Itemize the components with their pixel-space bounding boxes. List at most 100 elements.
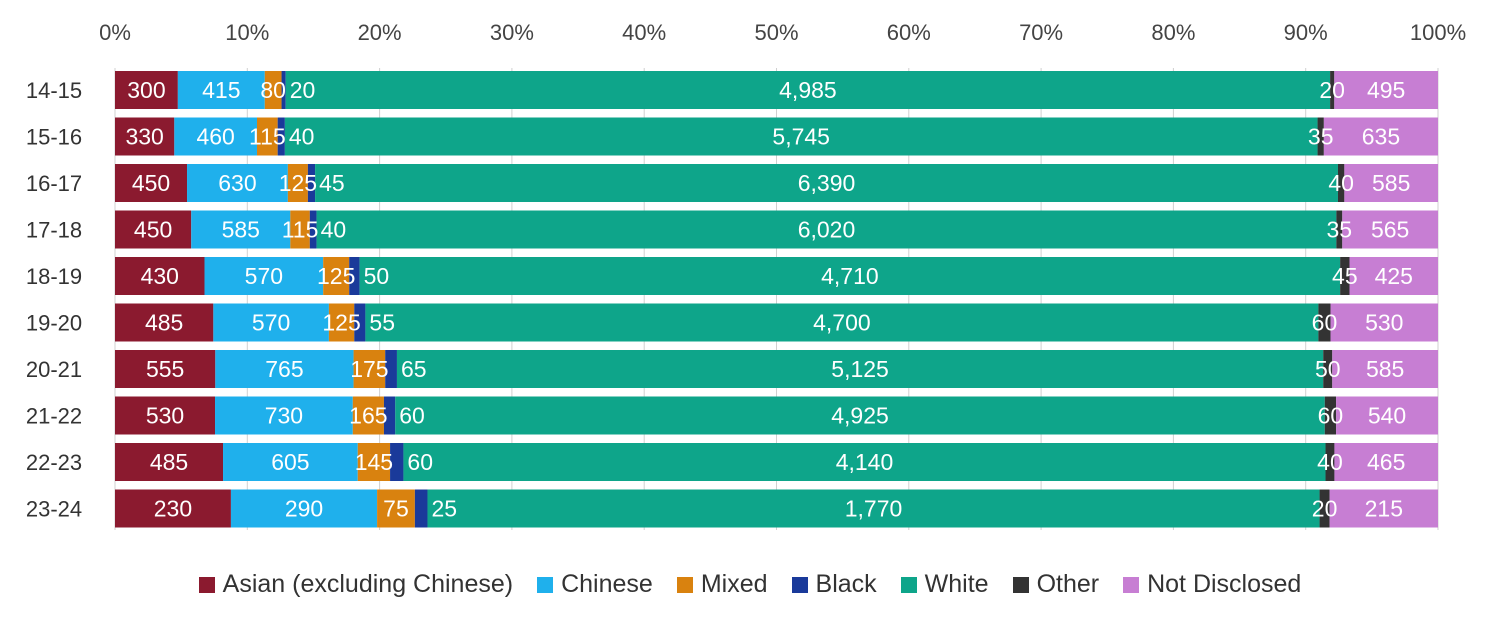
- bar-segment: [323, 257, 350, 295]
- data-label: 125: [317, 263, 355, 289]
- data-label: 40: [289, 124, 315, 150]
- bar-segment: [307, 164, 316, 202]
- bar-segment: [377, 489, 415, 528]
- data-label: 430: [141, 263, 179, 289]
- bar-segment: [1334, 71, 1438, 109]
- bar-segment: [257, 117, 278, 156]
- legend-swatch: [676, 576, 693, 593]
- bar-segment: [1334, 443, 1438, 481]
- bar-segment: [414, 489, 428, 528]
- bar-segment: [1330, 71, 1335, 109]
- data-label: 125: [322, 310, 360, 336]
- bar-segment: [309, 210, 317, 249]
- bar-segment: [396, 350, 1324, 388]
- data-label: 555: [146, 356, 184, 382]
- data-label: 530: [146, 403, 184, 429]
- data-label: 630: [218, 170, 256, 196]
- data-label: 80: [260, 77, 286, 103]
- bar-segment: [1337, 164, 1345, 202]
- bar-segment: [395, 396, 1325, 435]
- data-label: 40: [321, 217, 347, 243]
- bar-segment: [115, 303, 214, 342]
- data-label: 20: [290, 77, 316, 103]
- data-label: 65: [401, 356, 427, 382]
- category-label: 21-22: [26, 404, 82, 429]
- bar-segment: [115, 210, 192, 249]
- bar-segment: [359, 257, 1341, 295]
- legend-swatch: [1123, 576, 1140, 593]
- data-label: 165: [349, 403, 387, 429]
- data-label: 450: [132, 170, 170, 196]
- legend-item: White: [900, 570, 989, 599]
- category-label: 23-24: [26, 497, 82, 522]
- category-label: 19-20: [26, 311, 82, 336]
- data-label: 20: [1319, 77, 1345, 103]
- bar-segment: [287, 164, 308, 202]
- data-label: 730: [265, 403, 303, 429]
- bar-segment: [115, 117, 175, 156]
- bar-segment: [1330, 303, 1438, 342]
- x-tick-label: 90%: [1284, 20, 1328, 45]
- x-tick-label: 0%: [99, 20, 131, 45]
- bar-segment: [115, 164, 188, 202]
- bar-segment: [1325, 443, 1335, 481]
- data-label: 585: [222, 217, 260, 243]
- bar-segment: [403, 443, 1326, 481]
- legend-swatch: [1012, 576, 1029, 593]
- bar-segment: [174, 117, 258, 156]
- data-label: 35: [1308, 124, 1334, 150]
- legend-swatch: [900, 576, 917, 593]
- data-label: 330: [125, 124, 163, 150]
- data-label: 25: [431, 496, 457, 522]
- data-label: 35: [1327, 217, 1353, 243]
- data-label: 115: [249, 124, 286, 150]
- data-label: 60: [1312, 310, 1338, 336]
- data-label: 60: [1318, 403, 1344, 429]
- legend-label: Other: [1036, 570, 1100, 598]
- bar-segment: [264, 71, 282, 109]
- bar-segment: [349, 257, 360, 295]
- data-label: 465: [1367, 449, 1405, 475]
- legend-label: White: [924, 570, 989, 598]
- data-label: 565: [1371, 217, 1409, 243]
- data-label: 145: [355, 449, 393, 475]
- data-label: 585: [1372, 170, 1410, 196]
- bar-segment: [281, 71, 286, 109]
- data-label: 40: [1317, 449, 1343, 475]
- x-tick-label: 60%: [887, 20, 931, 45]
- x-tick-label: 30%: [490, 20, 534, 45]
- legend-label: Not Disclosed: [1147, 570, 1302, 598]
- legend-swatch: [198, 576, 215, 593]
- bar-segment: [230, 489, 378, 528]
- bar-segment: [290, 210, 310, 249]
- bar-segment: [315, 164, 1338, 202]
- data-label: 290: [285, 496, 323, 522]
- legend-item: Chinese: [537, 570, 653, 599]
- bar-segment: [365, 303, 1319, 342]
- bar-segment: [1349, 257, 1438, 295]
- data-label: 20: [1312, 496, 1338, 522]
- legend-swatch: [537, 576, 554, 593]
- bar-segment: [328, 303, 355, 342]
- x-tick-label: 50%: [754, 20, 798, 45]
- bar-segment: [1342, 210, 1438, 249]
- legend-label: Asian (excluding Chinese): [222, 570, 514, 598]
- legend-item: Other: [1012, 570, 1100, 599]
- bar-segment: [1318, 303, 1331, 342]
- data-label: 5,125: [831, 356, 889, 382]
- bar-segment: [215, 396, 353, 435]
- x-tick-label: 10%: [225, 20, 269, 45]
- data-label: 485: [150, 449, 188, 475]
- data-label: 635: [1362, 124, 1400, 150]
- data-label: 540: [1368, 403, 1406, 429]
- data-label: 450: [134, 217, 172, 243]
- bar-segment: [115, 489, 231, 528]
- data-label: 45: [1332, 263, 1358, 289]
- data-label: 605: [271, 449, 309, 475]
- bar-segment: [115, 350, 216, 388]
- data-label: 75: [383, 496, 409, 522]
- data-label: 50: [364, 263, 390, 289]
- data-label: 60: [399, 403, 425, 429]
- bar-segment: [390, 443, 404, 481]
- data-label: 230: [154, 496, 192, 522]
